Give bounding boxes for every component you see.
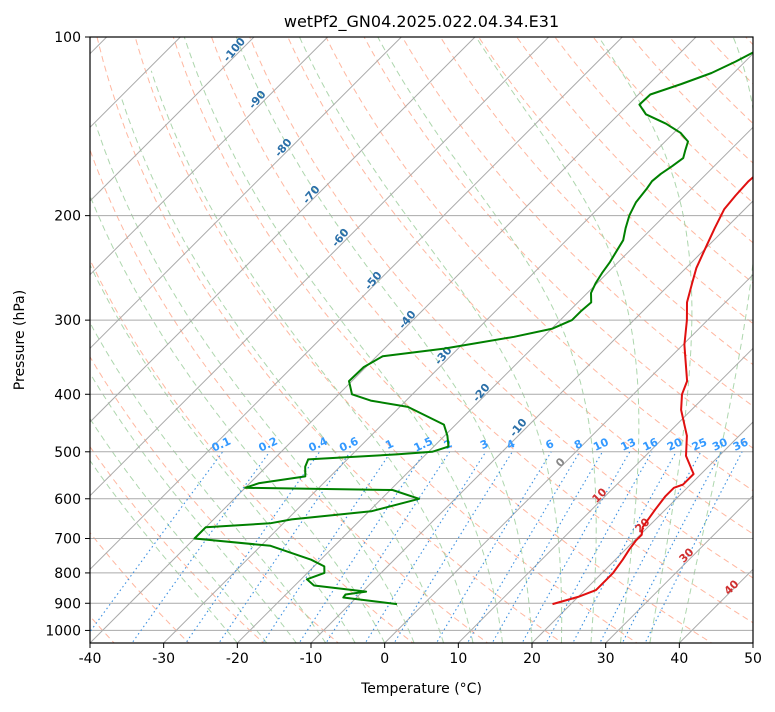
- x-tick-label: 10: [449, 651, 467, 667]
- y-axis-label: Pressure (hPa): [12, 290, 28, 390]
- x-tick-label: -40: [79, 651, 102, 667]
- x-axis-label: Temperature (°C): [360, 681, 482, 697]
- y-tick-label: 400: [54, 387, 81, 403]
- x-tick-label: -20: [226, 651, 249, 667]
- y-tick-label: 300: [54, 313, 81, 329]
- chart-title: wetPf2_GN04.2025.022.04.34.E31: [284, 12, 559, 32]
- x-tick-label: -30: [152, 651, 175, 667]
- y-tick-label: 700: [54, 532, 81, 548]
- x-tick-label: -10: [300, 651, 323, 667]
- y-tick-label: 900: [54, 596, 81, 612]
- x-tick-label: 30: [597, 651, 615, 667]
- x-tick-label: 50: [744, 651, 762, 667]
- x-tick-label: 40: [670, 651, 688, 667]
- y-tick-label: 500: [54, 445, 81, 461]
- y-tick-label: 200: [54, 209, 81, 225]
- y-tick-label: 1000: [45, 623, 81, 639]
- y-tick-label: 600: [54, 492, 81, 508]
- y-tick-label: 100: [54, 30, 81, 46]
- x-tick-label: 0: [380, 651, 389, 667]
- x-tick-label: 20: [523, 651, 541, 667]
- y-tick-label: 800: [54, 566, 81, 582]
